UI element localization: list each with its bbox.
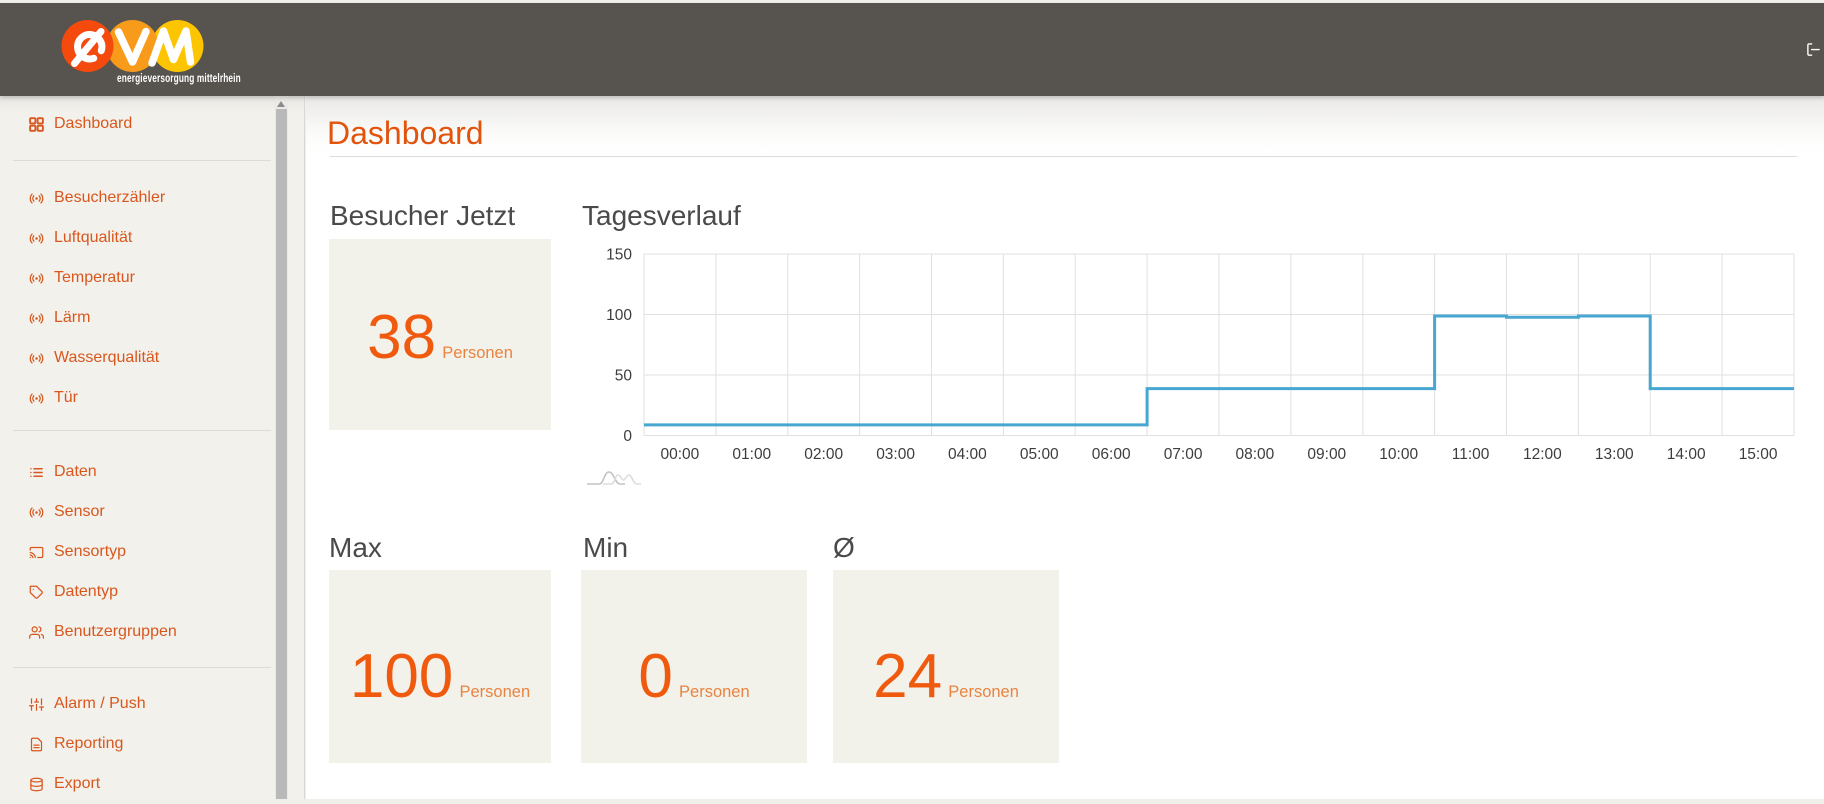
svg-text:06:00: 06:00 [1092,446,1131,463]
svg-text:03:00: 03:00 [876,446,915,463]
svg-text:10:00: 10:00 [1379,446,1418,463]
svg-text:04:00: 04:00 [948,446,987,463]
svg-text:50: 50 [615,368,633,385]
svg-text:08:00: 08:00 [1236,446,1275,463]
svg-text:09:00: 09:00 [1307,446,1346,463]
svg-text:05:00: 05:00 [1020,446,1059,463]
svg-text:11:00: 11:00 [1452,446,1490,463]
svg-text:13:00: 13:00 [1595,446,1634,463]
svg-text:00:00: 00:00 [661,446,700,463]
svg-text:15:00: 15:00 [1739,446,1778,463]
svg-text:07:00: 07:00 [1164,446,1203,463]
svg-text:0: 0 [623,428,632,445]
svg-text:12:00: 12:00 [1523,446,1562,463]
svg-text:100: 100 [606,307,632,324]
svg-text:02:00: 02:00 [804,446,843,463]
svg-text:150: 150 [606,247,632,264]
svg-text:14:00: 14:00 [1667,446,1706,463]
svg-text:01:00: 01:00 [732,446,771,463]
